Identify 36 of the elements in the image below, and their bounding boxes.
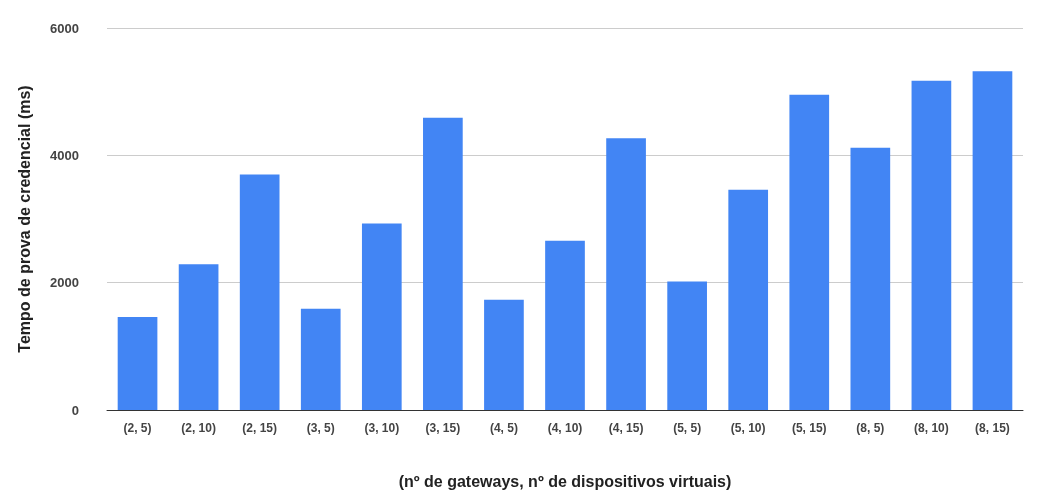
x-tick-label: (4, 15) <box>608 421 644 435</box>
bar <box>789 94 830 410</box>
x-tick-label: (4, 10) <box>547 421 583 435</box>
bar <box>300 308 341 410</box>
bar <box>850 147 891 410</box>
x-tick-label: (3, 15) <box>425 421 461 435</box>
bar <box>117 317 158 410</box>
bar <box>178 264 219 410</box>
bar <box>728 189 769 410</box>
x-tick-label: (8, 15) <box>975 421 1010 435</box>
bar <box>484 299 524 410</box>
y-tick-label: 6000 <box>50 20 79 36</box>
bar <box>972 71 1013 410</box>
bar <box>606 138 646 410</box>
x-axis-title: (nº de gateways, nº de dispositivos virtuais) <box>398 472 732 490</box>
y-tick-label: 2000 <box>50 275 79 291</box>
x-tick-label: (5, 10) <box>730 421 766 435</box>
bar <box>361 223 402 410</box>
x-tick-label: (4, 5) <box>489 421 518 435</box>
x-tick-label: (3, 10) <box>364 421 400 435</box>
x-tick-label: (8, 5) <box>856 421 885 435</box>
y-tick-label: 4000 <box>50 147 79 163</box>
x-tick-label: (2, 10) <box>181 421 216 435</box>
bar <box>911 80 952 410</box>
x-tick-label: (2, 15) <box>242 421 278 435</box>
y-axis-title: Tempo de prova de credencial (ms) <box>15 85 33 353</box>
x-tick-label: (3, 5) <box>306 421 335 435</box>
x-tick-label: (2, 5) <box>123 421 152 435</box>
bar <box>545 240 585 410</box>
x-tick-label: (5, 15) <box>791 421 827 435</box>
bar <box>423 117 463 410</box>
bar <box>239 174 280 410</box>
x-tick-label: (8, 10) <box>914 421 949 435</box>
bar <box>667 281 707 410</box>
x-tick-label: (5, 5) <box>673 421 702 435</box>
y-tick-label: 0 <box>71 402 79 418</box>
